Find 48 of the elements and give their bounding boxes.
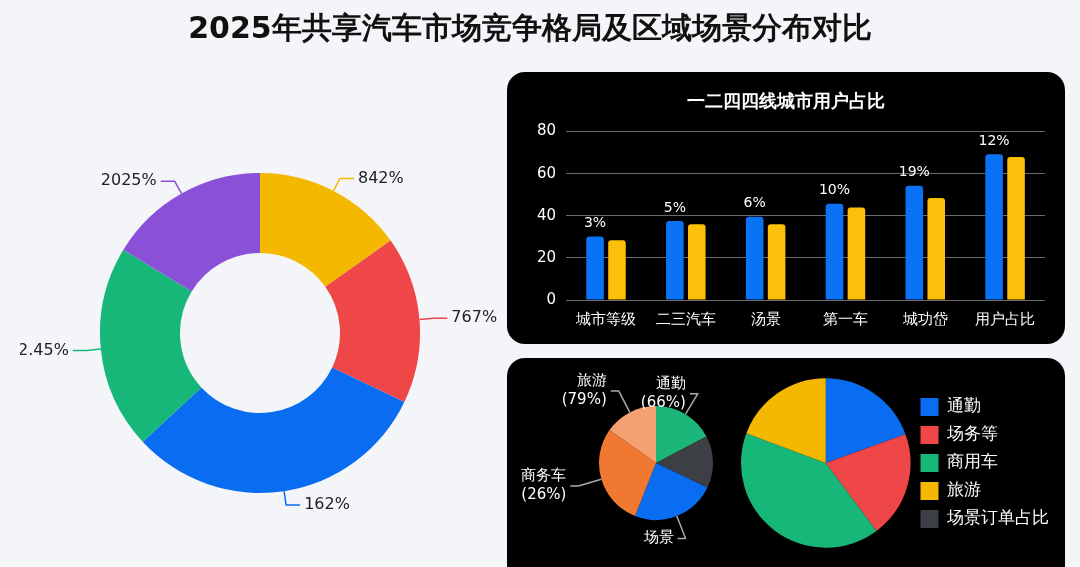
- text: 162%: [304, 494, 350, 514]
- annotation: 3%: [583, 214, 607, 231]
- bar: [847, 207, 866, 300]
- legend-label: 场景订单占比: [946, 507, 1049, 528]
- annotation: 12%: [978, 131, 1010, 148]
- text: (26%): [521, 485, 567, 504]
- legend-label: 旅游: [947, 479, 981, 500]
- annotation: 6%: [743, 194, 766, 211]
- y-tick-label: 20: [536, 247, 557, 266]
- legend-label: 商用车: [947, 451, 998, 472]
- slice-label: 商务车: [521, 466, 567, 485]
- text: 2.45%: [18, 339, 69, 359]
- bar: [745, 216, 764, 300]
- text: 2025%: [100, 170, 157, 190]
- x-tick-label: 二三汽车: [655, 309, 716, 328]
- y-tick-label: 80: [536, 121, 557, 140]
- x-tick-label: 第一车: [822, 309, 868, 328]
- annotation: 5%: [663, 198, 686, 215]
- bar: [688, 224, 706, 300]
- y-tick-label: 0: [546, 289, 557, 308]
- bar: [1007, 157, 1025, 300]
- text: (79%): [561, 390, 607, 409]
- chart-title: 一二四四线城市用户占比: [687, 90, 885, 112]
- x-tick-label: 城功岱: [901, 309, 948, 328]
- bar: [666, 221, 684, 300]
- x-tick-label: 汤景: [750, 309, 781, 328]
- bar: [767, 224, 786, 300]
- legend-label: 通勤: [947, 395, 981, 416]
- text: 2025年共享汽车市场竞争格局及区域场景分布对比: [187, 9, 873, 47]
- slice-label: 旅游: [576, 371, 607, 390]
- y-tick-label: 60: [536, 163, 557, 182]
- bar: [825, 203, 844, 300]
- legend-label: 场务等: [946, 423, 998, 444]
- slice-label: 通勤: [655, 374, 686, 393]
- annotation: 19%: [898, 163, 930, 180]
- text: 767%: [451, 307, 498, 327]
- slice-label: 场景: [642, 528, 674, 547]
- text: (66%): [640, 393, 686, 412]
- bar: [608, 240, 626, 300]
- bar: [927, 197, 946, 300]
- annotation: 10%: [818, 181, 851, 198]
- x-tick-label: 用户占比: [975, 309, 1036, 328]
- bar: [586, 236, 604, 300]
- bar: [905, 185, 924, 300]
- x-tick-label: 城市等级: [575, 309, 636, 328]
- y-tick-label: 40: [536, 205, 557, 224]
- bar: [985, 154, 1003, 300]
- text: 842%: [357, 167, 404, 187]
